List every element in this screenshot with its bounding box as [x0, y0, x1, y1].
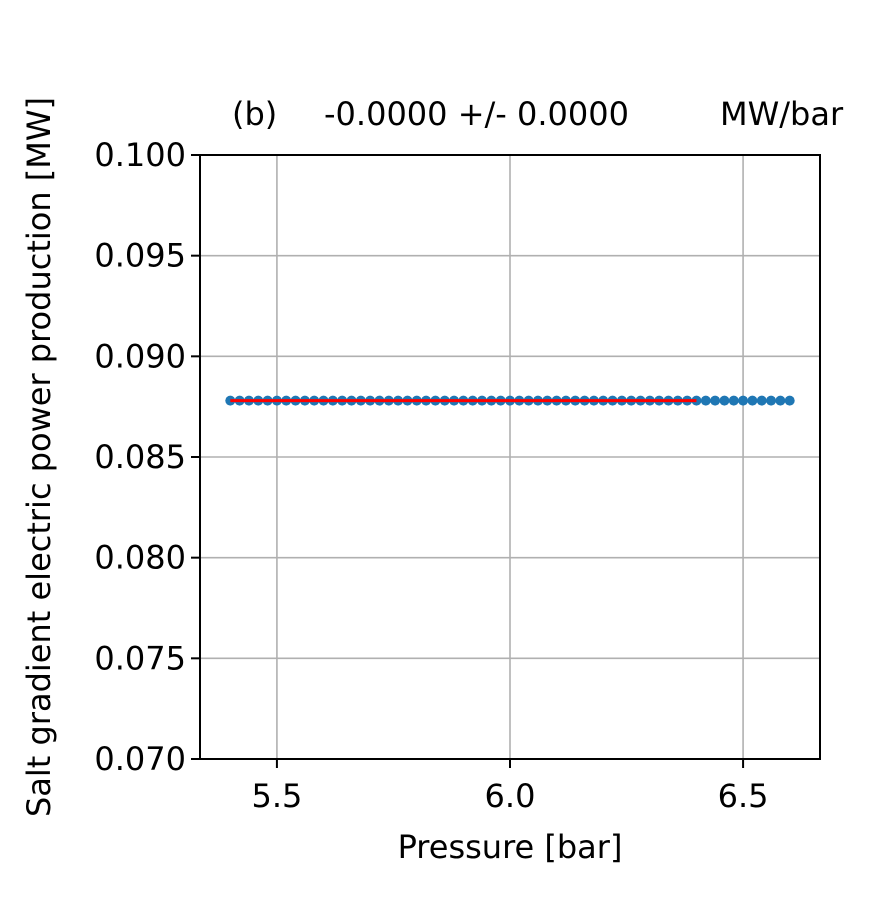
y-tick-label: 0.085: [94, 438, 186, 476]
y-tick-label: 0.080: [94, 539, 186, 577]
scatter-point: [766, 395, 777, 406]
y-tick-label: 0.070: [94, 740, 186, 778]
y-axis-label: Salt gradient electric power production …: [20, 97, 58, 817]
x-tick-label: 6.0: [485, 777, 536, 815]
x-axis-label: Pressure [bar]: [398, 828, 623, 866]
scatter-point: [747, 395, 758, 406]
scatter-point: [728, 395, 739, 406]
ticks: [191, 154, 745, 768]
title-slope-value: -0.0000 +/- 0.0000: [324, 95, 629, 133]
scatter-point: [784, 395, 795, 406]
y-tick-label: 0.100: [94, 136, 186, 174]
title-panel-label: (b): [232, 95, 277, 133]
scatter-point: [756, 395, 767, 406]
data-layer: [225, 395, 795, 406]
scatter-point: [738, 395, 749, 406]
y-tick-label: 0.090: [94, 337, 186, 375]
scatter-point: [719, 395, 730, 406]
x-tick-label: 6.5: [718, 777, 769, 815]
title-unit: MW/bar: [720, 95, 844, 133]
y-tick-label: 0.095: [94, 237, 186, 275]
x-tick-label: 5.5: [251, 777, 302, 815]
scatter-point: [775, 395, 786, 406]
tick-labels: 5.5 6.0 6.5 0.070 0.075 0.080 0.085 0.090 0.095 0…: [94, 136, 768, 815]
grid-lines: [200, 154, 820, 760]
scatter-point: [710, 395, 721, 406]
y-tick-label: 0.075: [94, 639, 186, 677]
scatter-point: [700, 395, 711, 406]
